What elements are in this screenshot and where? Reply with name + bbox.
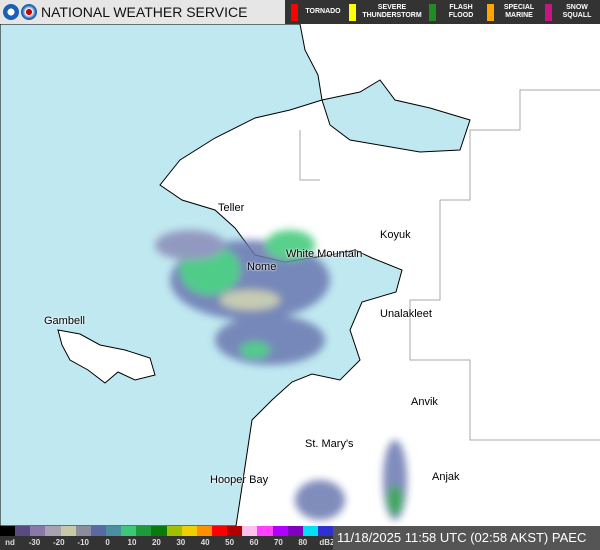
place-label: Nome [247, 261, 277, 273]
place-label: Anvik [411, 396, 438, 408]
scale-label: 60 [249, 538, 259, 547]
scale-color [0, 526, 16, 536]
warning-legend-item: TORNADO [291, 3, 343, 21]
header-title: NATIONAL WEATHER SERVICE [41, 4, 248, 20]
scale-color [166, 526, 182, 536]
scale-color [15, 526, 31, 536]
warnings-legend: TORNADO SEVERE THUNDERSTORM FLASH FLOOD SPE… [285, 0, 600, 24]
scale-color [181, 526, 197, 536]
warning-label: FLASH FLOOD [448, 4, 474, 19]
st-lawrence-island [57, 329, 156, 384]
warning-legend-item: FLASH FLOOD [429, 3, 481, 21]
warning-swatch [291, 3, 298, 21]
scale-color [105, 526, 122, 536]
warning-legend-item: SEVERE THUNDERSTORM [349, 3, 423, 21]
place-label: St. Mary's [305, 438, 354, 450]
scale-color [242, 526, 258, 536]
reflectivity-scale: nd -30 -20 -10 0 10 20 30 40 50 60 70 80 dBZ [0, 526, 335, 550]
scale-color [90, 526, 106, 536]
scale-label: 10 [127, 538, 137, 547]
scale-label: -10 [77, 538, 89, 547]
place-label: Teller [218, 202, 245, 214]
scale-label: 30 [176, 538, 186, 547]
scale-color [196, 526, 212, 536]
nws-logo-icon [21, 4, 37, 20]
kotzebue-sound [321, 79, 471, 153]
warning-legend-item: SPECIAL MARINE [487, 3, 539, 21]
radar-echoes [155, 230, 407, 520]
scale-color [30, 526, 46, 536]
scale-color [60, 526, 76, 536]
scale-color [317, 526, 334, 536]
scale-label: -20 [53, 538, 65, 547]
scale-color [45, 526, 61, 536]
scale-label: 70 [273, 538, 283, 547]
place-label: Gambell [44, 315, 85, 327]
scale-color [287, 526, 303, 536]
place-label: White Mountain [286, 248, 363, 260]
scale-color [136, 526, 152, 536]
scale-color [151, 526, 167, 536]
noaa-logo-icon [3, 4, 19, 20]
warning-legend-item: SNOW SQUALL [545, 3, 597, 21]
warning-label: SPECIAL MARINE [503, 4, 535, 19]
warning-swatch [349, 3, 356, 21]
scale-label: 50 [225, 538, 235, 547]
scale-color [272, 526, 288, 536]
place-label: Koyuk [380, 229, 411, 241]
borough-boundaries [299, 89, 600, 441]
scale-color [227, 526, 243, 536]
scale-label: 0 [105, 538, 110, 547]
warning-label: SEVERE THUNDERSTORM [362, 4, 422, 19]
scale-color [257, 526, 273, 536]
scale-label: nd [5, 538, 15, 547]
warning-swatch [545, 3, 552, 21]
scale-color [302, 526, 318, 536]
timestamp-bar: 11/18/2025 11:58 UTC (02:58 AKST) PAEC [333, 526, 600, 550]
place-label: Hooper Bay [210, 474, 269, 486]
scale-label: 80 [298, 538, 308, 547]
scale-color [121, 526, 137, 536]
station-id: PAEC [551, 530, 587, 545]
timestamp: 11/18/2025 11:58 UTC (02:58 AKST) [337, 530, 549, 545]
place-label: Unalakleet [380, 308, 432, 320]
scale-label: 40 [200, 538, 210, 547]
scale-label: -30 [28, 538, 41, 547]
scale-color [75, 526, 91, 536]
scale-label: dBZ [319, 538, 335, 547]
warning-swatch [487, 3, 494, 21]
warning-swatch [429, 3, 436, 21]
header: NATIONAL WEATHER SERVICE [0, 0, 285, 24]
scale-label: 20 [151, 538, 161, 547]
scale-color [211, 526, 228, 536]
warning-label: SNOW SQUALL [562, 4, 592, 19]
place-label: Anjak [432, 471, 460, 483]
warning-label: TORNADO [305, 8, 341, 15]
